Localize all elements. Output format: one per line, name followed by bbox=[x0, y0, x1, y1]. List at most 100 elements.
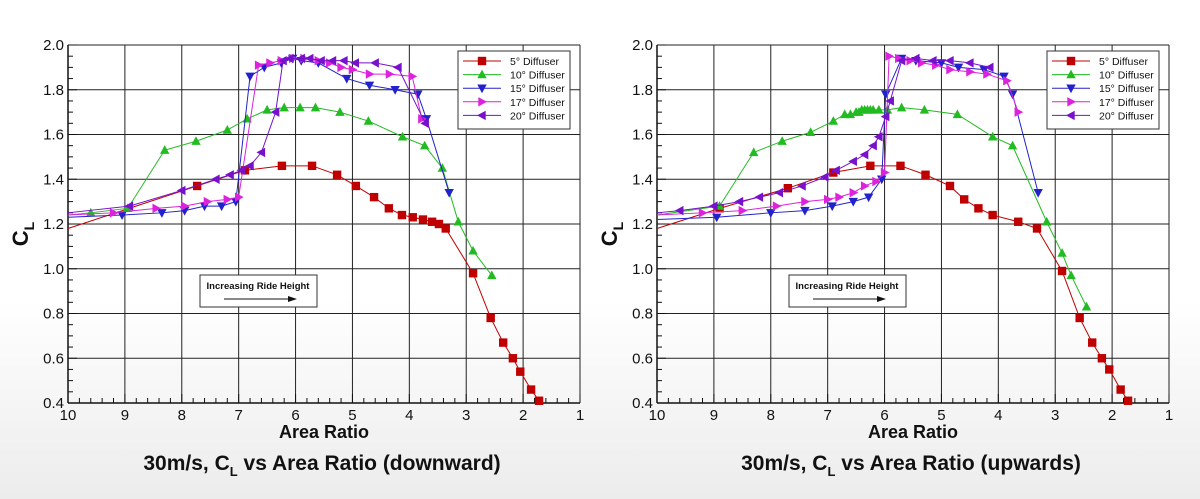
data-point bbox=[351, 181, 361, 191]
series-line bbox=[656, 55, 1019, 216]
x-tick-label: 8 bbox=[767, 407, 775, 424]
series-15-diffuser bbox=[67, 54, 454, 221]
data-point bbox=[823, 194, 833, 205]
x-tick-label: 8 bbox=[178, 407, 186, 424]
legend-label: 10° Diffuser bbox=[1099, 70, 1154, 82]
legend-item: 17° Diffuser bbox=[463, 97, 565, 109]
data-point bbox=[1075, 313, 1084, 323]
legend-label: 5° Diffuser bbox=[1099, 56, 1148, 68]
data-point bbox=[1003, 76, 1012, 86]
data-point bbox=[974, 204, 983, 213]
data-point bbox=[754, 192, 764, 202]
legend-label: 17° Diffuser bbox=[1099, 97, 1154, 109]
data-point bbox=[945, 181, 955, 191]
series-line bbox=[67, 107, 493, 276]
data-point bbox=[277, 161, 287, 171]
data-point bbox=[960, 195, 969, 204]
arrow-head-icon bbox=[877, 296, 886, 302]
y-tick-label: 0.4 bbox=[632, 395, 653, 412]
series-10-diffuser bbox=[656, 102, 1092, 311]
legend-marker bbox=[1066, 84, 1076, 94]
y-tick-label: 0.4 bbox=[43, 395, 64, 412]
data-point bbox=[487, 270, 497, 280]
data-point bbox=[828, 116, 839, 125]
data-point bbox=[880, 90, 891, 100]
chart-downward: 10 9 8 7 6 5 4 3 2 1 0.4 0.6 0.8 1.0 1.2 1.4 1.6 1.8 2.0 I… bbox=[8, 37, 584, 479]
data-point bbox=[363, 116, 374, 125]
data-point bbox=[256, 147, 266, 158]
y-tick-label: 1.2 bbox=[43, 216, 64, 233]
legend-box bbox=[457, 50, 571, 130]
legend-marker bbox=[477, 56, 487, 66]
data-point bbox=[152, 203, 162, 214]
data-point bbox=[278, 55, 287, 66]
data-point bbox=[191, 136, 201, 145]
data-point bbox=[1116, 385, 1125, 394]
data-point bbox=[1105, 365, 1114, 374]
data-point bbox=[499, 338, 508, 347]
y-label-main: C bbox=[597, 230, 622, 246]
y-tick-label: 1.0 bbox=[632, 261, 653, 278]
legend-item: 15° Diffuser bbox=[463, 83, 565, 95]
data-point bbox=[385, 69, 395, 79]
y-tick-label: 1.6 bbox=[632, 127, 653, 144]
x-tick-label: 3 bbox=[462, 407, 470, 424]
data-point bbox=[772, 201, 782, 211]
data-point bbox=[364, 81, 375, 91]
legend-marker bbox=[1066, 56, 1076, 66]
data-point bbox=[117, 211, 127, 221]
data-point bbox=[885, 96, 894, 106]
data-point bbox=[413, 90, 423, 100]
data-point bbox=[921, 170, 930, 179]
data-point bbox=[766, 209, 776, 218]
ticks: 10 9 8 7 6 5 4 3 2 1 0.4 0.6 0.8 1.0 1.2 1.4 1.6 1.8 2.0 bbox=[43, 37, 584, 424]
data-point bbox=[234, 192, 244, 202]
legend-item: 5° Diffuser bbox=[1052, 56, 1148, 68]
data-point bbox=[698, 208, 708, 218]
chart-upwards: 10 9 8 7 6 5 4 3 2 1 0.4 0.6 0.8 1.0 1.2 1.4 1.6 1.8 2.0 I… bbox=[597, 37, 1173, 479]
series bbox=[67, 53, 544, 405]
y-tick-label: 2.0 bbox=[632, 37, 653, 54]
data-point bbox=[296, 53, 305, 64]
legend-item: 20° Diffuser bbox=[463, 110, 565, 122]
x-tick-label: 4 bbox=[405, 407, 413, 424]
series-20-diffuser bbox=[67, 53, 429, 214]
data-point bbox=[392, 62, 402, 73]
data-point bbox=[927, 55, 937, 66]
data-point bbox=[712, 213, 722, 223]
data-point bbox=[418, 114, 427, 124]
legend-marker bbox=[1066, 69, 1076, 79]
data-point bbox=[420, 118, 429, 129]
data-point bbox=[437, 163, 448, 172]
data-point bbox=[337, 62, 347, 73]
data-point bbox=[421, 115, 432, 124]
y-axis-label: CL bbox=[597, 221, 626, 246]
data-point bbox=[295, 102, 305, 112]
x-tick-label: 2 bbox=[1108, 407, 1116, 424]
data-point bbox=[262, 104, 272, 114]
data-point bbox=[863, 193, 874, 203]
y-tick-label: 0.8 bbox=[43, 306, 64, 323]
annotation-box: Increasing Ride Height bbox=[199, 274, 318, 308]
data-point bbox=[236, 165, 246, 175]
data-point bbox=[1033, 188, 1043, 198]
data-point bbox=[270, 107, 280, 117]
data-point bbox=[872, 176, 882, 187]
data-point bbox=[906, 55, 916, 66]
svg-text:CL: CL bbox=[597, 221, 626, 246]
data-point bbox=[266, 58, 275, 68]
data-point bbox=[674, 205, 684, 216]
x-tick-label: 7 bbox=[234, 407, 242, 424]
y-label-sub: L bbox=[21, 221, 37, 230]
data-point bbox=[427, 217, 437, 226]
legend-marker bbox=[1067, 97, 1076, 107]
data-point bbox=[868, 140, 877, 151]
title-sub: L bbox=[230, 464, 238, 479]
data-point bbox=[254, 60, 264, 70]
data-point bbox=[987, 131, 998, 141]
data-point bbox=[176, 185, 186, 196]
data-point bbox=[419, 140, 430, 150]
data-point bbox=[369, 192, 379, 202]
series-17-diffuser bbox=[67, 53, 427, 218]
